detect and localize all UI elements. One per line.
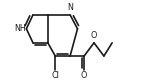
Text: N: N (67, 3, 73, 12)
Text: O: O (81, 71, 87, 80)
Text: Cl: Cl (51, 71, 59, 80)
Text: O: O (91, 31, 97, 40)
Text: NH: NH (14, 24, 26, 33)
